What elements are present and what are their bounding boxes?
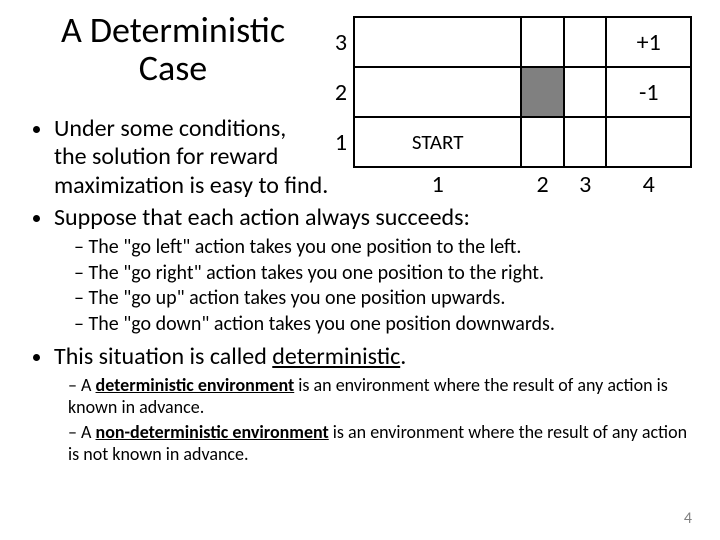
row-label-3: 3 (326, 17, 354, 67)
col-label-1: 1 (354, 167, 521, 201)
cell-2-4-reward: -1 (606, 67, 691, 117)
bullet-2-sub-3: The "go down" action takes you one posit… (74, 313, 692, 337)
bullet-1-line2: the solution for reward (54, 142, 278, 171)
row-label-2: 2 (326, 67, 354, 117)
cell-1-2 (521, 117, 564, 167)
bullet-3-sub-0: A deterministic environment is an enviro… (68, 375, 692, 418)
bullet-2-sub-0: The "go left" action takes you one posit… (74, 236, 692, 260)
cell-2-1 (354, 67, 521, 117)
cell-1-3 (564, 117, 607, 167)
bullet-3-sub-1: A non-deterministic environment is an en… (68, 422, 692, 465)
col-label-2: 2 (521, 167, 564, 201)
bullet-1-line3: maximization is easy to find. (54, 171, 328, 200)
cell-3-4-reward: +1 (606, 17, 691, 67)
bullet-1-line1: Under some conditions, (54, 114, 286, 143)
cell-1-4 (606, 117, 691, 167)
page-number: 4 (684, 509, 692, 528)
title-line2: Case (139, 46, 207, 90)
slide-title: A Deterministic Case (28, 12, 318, 88)
grid-world: 3 +1 2 -1 1 START (326, 12, 692, 201)
bullet-3-post: . (400, 342, 406, 371)
col-label-4: 4 (606, 167, 691, 201)
cell-2-2-blocked (521, 67, 564, 117)
cell-3-2 (521, 17, 564, 67)
cell-3-1 (354, 17, 521, 67)
bullet-3-underline: deterministic (272, 342, 400, 371)
col-label-3: 3 (564, 167, 607, 201)
grid-table: 3 +1 2 -1 1 START (326, 16, 692, 201)
cell-1-1-start: START (354, 117, 521, 167)
cell-2-3 (564, 67, 607, 117)
bullet-3-sublist: A deterministic environment is an enviro… (28, 375, 692, 465)
bullet-2-sublist: The "go left" action takes you one posit… (28, 236, 692, 336)
bullet-2-sub-1: The "go right" action takes you one posi… (74, 262, 692, 286)
cell-3-3 (564, 17, 607, 67)
bullet-2-sub-2: The "go up" action takes you one positio… (74, 287, 692, 311)
row-label-1: 1 (326, 117, 354, 167)
bullet-3-pre: This situation is called (54, 342, 272, 371)
bullet-2: Suppose that each action always succeeds… (54, 204, 692, 232)
bullet-3: This situation is called deterministic. (54, 343, 692, 371)
